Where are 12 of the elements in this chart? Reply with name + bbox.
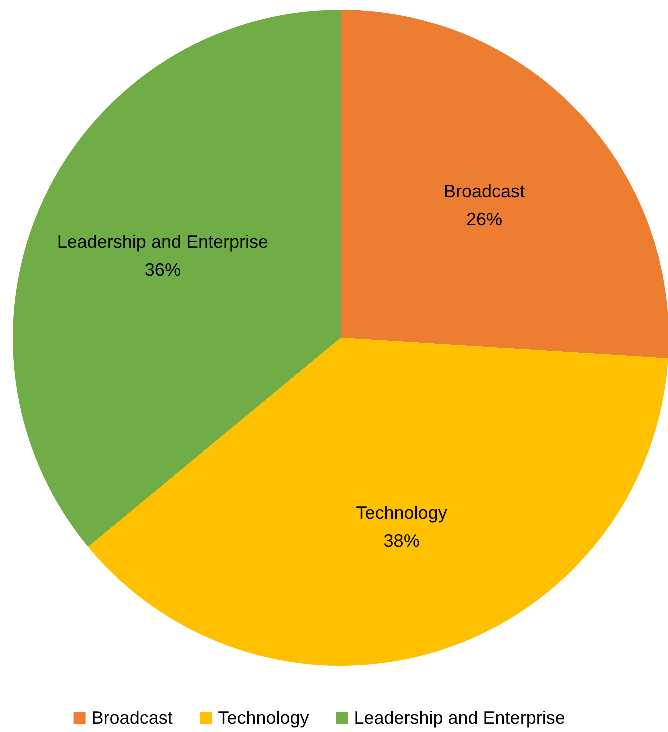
data-label: 26% bbox=[466, 209, 502, 230]
slice-label: Leadership and Enterprise bbox=[57, 232, 268, 252]
legend-label: Broadcast bbox=[92, 708, 173, 728]
pie-slice bbox=[341, 10, 668, 359]
pie-slice bbox=[88, 338, 668, 666]
legend-label: Technology bbox=[218, 708, 310, 728]
data-label: 38% bbox=[384, 531, 420, 552]
pie-slice bbox=[14, 10, 341, 548]
data-label: 36% bbox=[144, 260, 181, 280]
slice-label: Technology bbox=[356, 503, 448, 524]
slice-label: Broadcast bbox=[444, 181, 525, 202]
legend-label: Leadership and Enterprise bbox=[354, 708, 566, 728]
